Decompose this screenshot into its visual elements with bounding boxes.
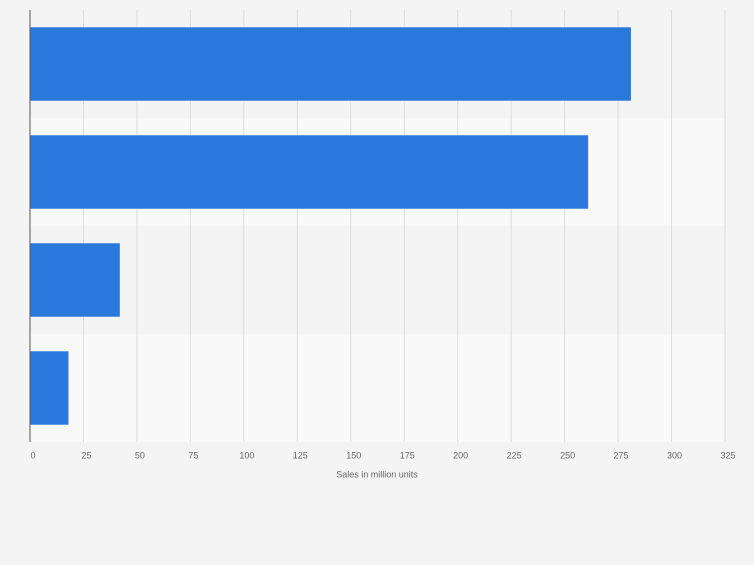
x-tick-label: 200: [453, 450, 468, 460]
x-tick-label: 0: [30, 450, 35, 460]
x-tick-label: 50: [135, 450, 145, 460]
bars: [30, 27, 631, 425]
plot-band: [30, 334, 725, 442]
x-tick-label: 175: [400, 450, 415, 460]
bar: [30, 351, 69, 425]
x-tick-label: 300: [667, 450, 682, 460]
bar: [30, 243, 120, 317]
x-axis-label: Sales in million units: [336, 469, 418, 479]
x-tick-label: 25: [81, 450, 91, 460]
x-tick-label: 325: [720, 450, 735, 460]
x-tick-label: 250: [560, 450, 575, 460]
x-tick-label: 275: [614, 450, 629, 460]
bar: [30, 27, 631, 101]
x-ticks: 0 25 50 75 100 125 150 175 200 225 250 275 300 325: [30, 450, 735, 460]
x-tick-label: 100: [239, 450, 254, 460]
bar: [30, 135, 589, 209]
x-tick-label: 225: [507, 450, 522, 460]
x-tick-label: 75: [188, 450, 198, 460]
x-tick-label: 150: [346, 450, 361, 460]
plot-band: [30, 226, 725, 334]
x-tick-label: 125: [293, 450, 308, 460]
